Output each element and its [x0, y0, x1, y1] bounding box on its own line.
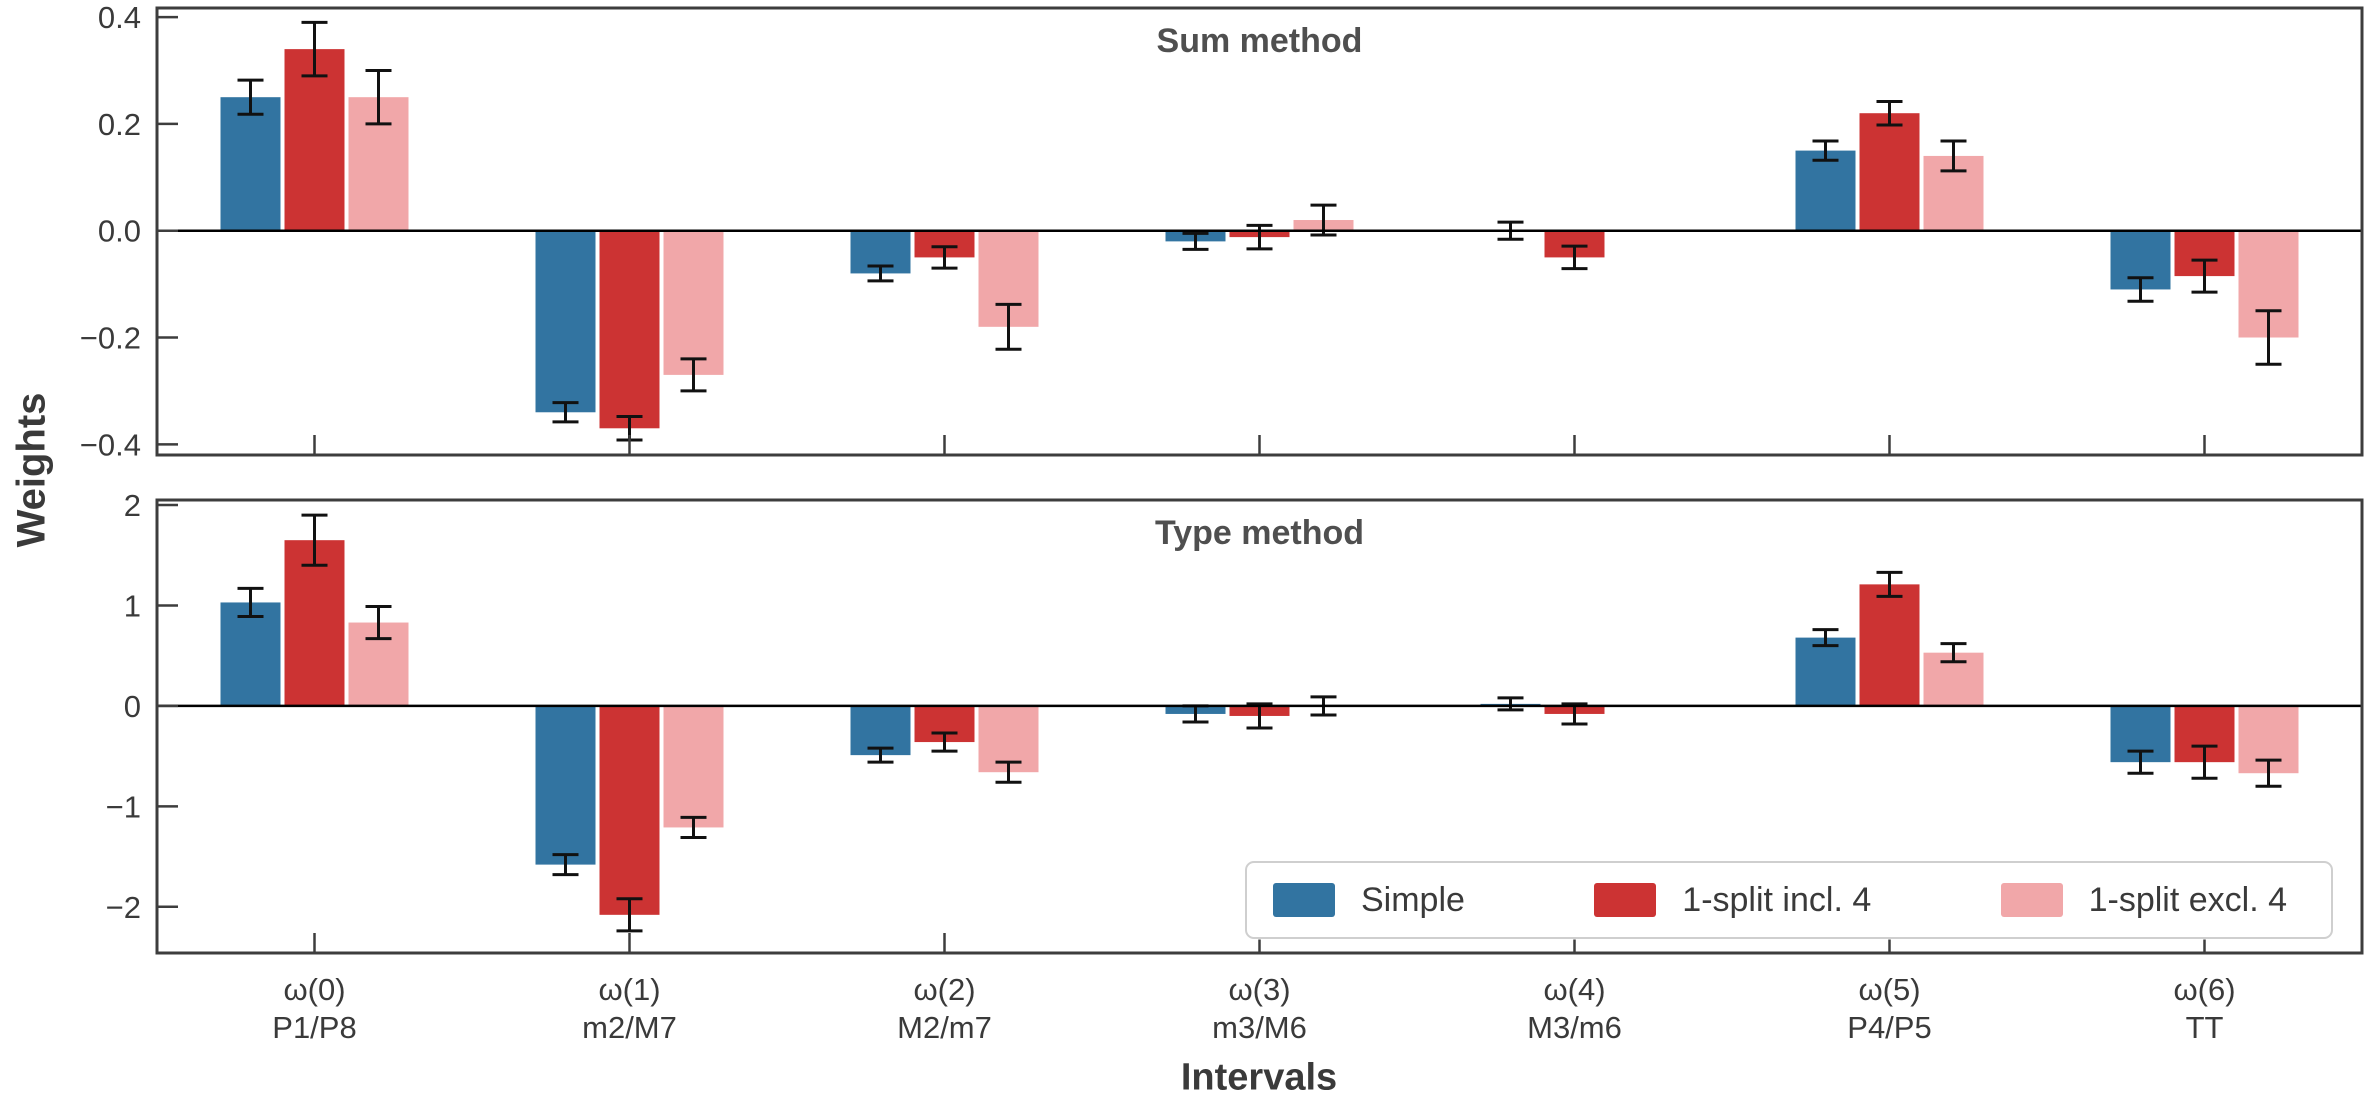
legend-item-simple: Simple — [1273, 881, 1465, 920]
bar-simple-g0 — [220, 602, 281, 706]
panel-title: Type method — [1155, 514, 1364, 552]
legend-label-1-split-excl-4: 1-split excl. 4 — [2088, 880, 2287, 919]
y-tick-label: 0 — [124, 689, 141, 724]
bar-1-split-incl-4-g0 — [284, 49, 345, 231]
bar-1-split-incl-4-g1 — [599, 230, 660, 429]
x-axis-label: Intervals — [1180, 1056, 1338, 1099]
x-group-label: ω(1) — [598, 972, 660, 1007]
y-tick-label: 0.2 — [98, 107, 141, 142]
panel-frame — [155, 6, 2364, 457]
bar-simple-g1 — [535, 230, 596, 413]
legend-swatch-1-split-incl-4 — [1594, 883, 1657, 917]
legend: Simple 1-split incl. 4 1-split excl. 4 — [1245, 861, 2333, 939]
bar-simple-g0 — [220, 97, 281, 231]
bar-1-split-incl-4-g0 — [284, 540, 345, 706]
y-tick-label: −0.4 — [80, 427, 141, 462]
bar-1-split-incl-4-g1 — [599, 705, 660, 915]
x-group-label: ω(5) — [1858, 972, 1920, 1007]
x-group-label: M2/m7 — [897, 1010, 992, 1045]
x-group-label: ω(0) — [283, 972, 345, 1007]
y-tick-label: 0.4 — [98, 0, 141, 35]
x-group-label: TT — [2186, 1010, 2224, 1045]
legend-swatch-1-split-excl-4 — [2000, 883, 2063, 917]
y-axis-label: Weights — [9, 392, 54, 548]
x-group-label: M3/m6 — [1527, 1010, 1622, 1045]
y-tick-label: −1 — [106, 789, 141, 824]
legend-swatch-simple — [1273, 883, 1335, 917]
y-tick-label: −2 — [106, 890, 141, 925]
legend-item-1-split-incl-4: 1-split incl. 4 — [1594, 881, 1871, 920]
bar-simple-g5 — [1795, 637, 1856, 706]
legend-item-1-split-excl-4: 1-split excl. 4 — [2000, 880, 2287, 920]
panel-title: Sum method — [1157, 22, 1363, 60]
bar-simple-g5 — [1795, 150, 1856, 231]
legend-label-simple: Simple — [1361, 880, 1465, 919]
bar-simple-g1 — [535, 705, 596, 865]
y-tick-label: 1 — [124, 588, 141, 623]
y-tick-label: 0.0 — [98, 214, 141, 249]
x-group-label: P1/P8 — [272, 1010, 356, 1045]
x-group-label: ω(2) — [913, 972, 975, 1007]
bar-1-split-excl-4-g1 — [663, 705, 724, 828]
x-group-label: m2/M7 — [582, 1010, 677, 1045]
legend-label-1-split-incl-4: 1-split incl. 4 — [1682, 880, 1872, 919]
bar-1-split-excl-4-g1 — [663, 230, 724, 375]
x-group-label: m3/M6 — [1212, 1010, 1307, 1045]
x-group-label: ω(4) — [1543, 972, 1605, 1007]
x-group-label: P4/P5 — [1847, 1010, 1931, 1045]
x-group-label: ω(6) — [2173, 972, 2235, 1007]
bar-1-split-incl-4-g5 — [1859, 584, 1920, 706]
panel-frame — [155, 498, 2364, 955]
bar-1-split-incl-4-g5 — [1859, 113, 1920, 231]
y-tick-label: −0.2 — [80, 321, 141, 356]
y-tick-label: 2 — [124, 488, 141, 523]
x-group-label: ω(3) — [1228, 972, 1290, 1007]
